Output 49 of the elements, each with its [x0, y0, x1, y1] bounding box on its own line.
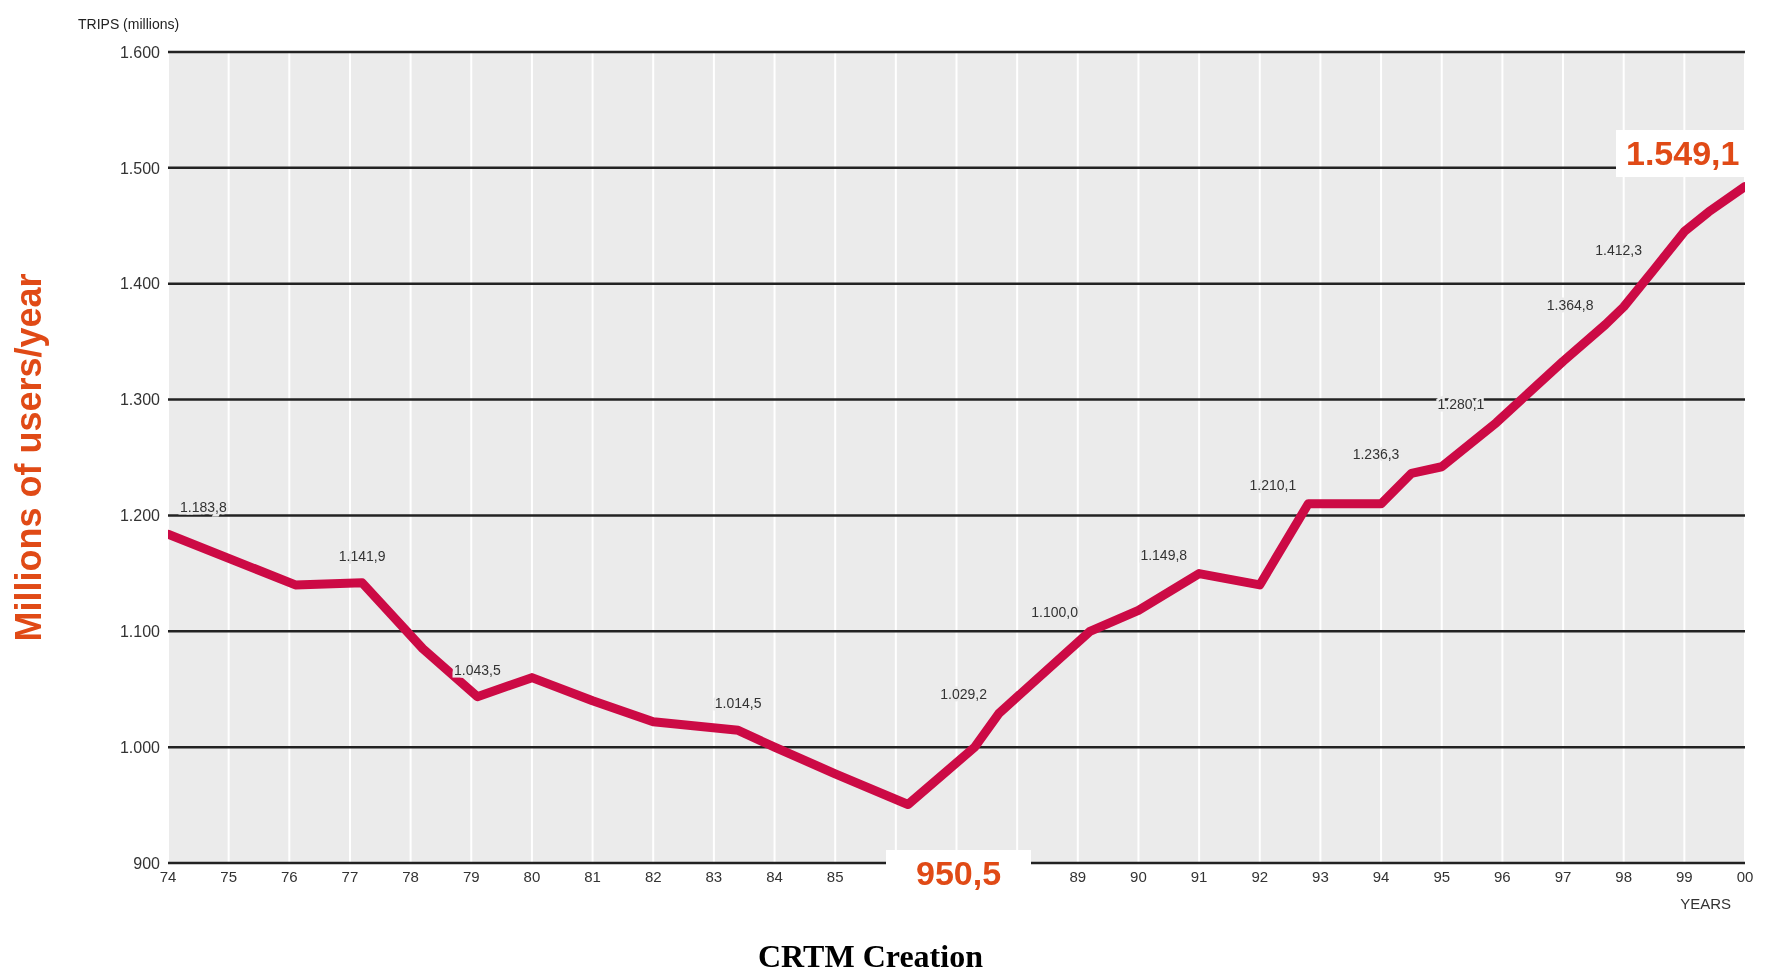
data-label: 1.364,8 — [1546, 297, 1594, 314]
y-tick-label: 900 — [133, 854, 161, 872]
x-tick-label: 92 — [1251, 867, 1269, 885]
x-tick-label: 84 — [766, 867, 783, 885]
data-label: 1.029,2 — [940, 686, 988, 703]
y-axis-title: Millions of users/year — [7, 273, 49, 642]
x-tick-label: 89 — [1069, 867, 1087, 885]
x-tick-label: 00 — [1736, 867, 1754, 885]
y-tick-label: 1.000 — [119, 738, 161, 756]
data-label: 1.236,3 — [1352, 446, 1400, 463]
x-tick-label: 94 — [1372, 867, 1390, 885]
x-tick-label: 79 — [462, 867, 480, 885]
x-tick-label: 80 — [523, 867, 541, 885]
x-tick-label: 93 — [1312, 867, 1329, 885]
x-tick-label: 78 — [402, 867, 419, 885]
y-tick-label: 1.600 — [119, 43, 161, 61]
x-tick-label: 74 — [159, 867, 177, 885]
text: TRIPS (millions) — [78, 16, 180, 32]
y-tick-label: 1.100 — [119, 622, 161, 640]
data-label: 1.183,8 — [180, 499, 227, 516]
data-label: 1.100,0 — [1031, 604, 1079, 621]
x-tick-label: 77 — [341, 867, 359, 885]
y-tick-label: 1.400 — [119, 275, 161, 293]
x-tick-label: 95 — [1433, 867, 1451, 885]
x-tick-label: 75 — [220, 867, 237, 885]
x-tick-label: 97 — [1554, 867, 1572, 885]
x-tick-label: 81 — [584, 867, 601, 885]
text: CRTM Creation — [758, 938, 983, 971]
data-label: 1.149,8 — [1140, 546, 1188, 563]
x-tick-label: 91 — [1190, 867, 1208, 885]
y-tick-label: 1.500 — [119, 159, 161, 177]
y-tick-label: 1.300 — [119, 391, 161, 409]
x-tick-label: 99 — [1676, 867, 1693, 885]
data-label: 1.043,5 — [453, 661, 501, 678]
x-tick-label: 96 — [1494, 867, 1511, 885]
annotation: 1.549,1 — [1616, 130, 1750, 177]
annotation: 950,5 — [886, 850, 1032, 897]
x-axis-title: YEARS — [1680, 895, 1731, 912]
data-label: 1.014,5 — [714, 695, 762, 712]
x-tick-label: 85 — [826, 867, 844, 885]
data-label: 1.412,3 — [1595, 242, 1643, 259]
x-tick-label: 98 — [1615, 867, 1633, 885]
x-tick-label: 90 — [1130, 867, 1147, 885]
data-label: 1.210,1 — [1249, 476, 1297, 493]
x-tick-label: 83 — [705, 867, 723, 885]
x-tick-label: 76 — [280, 867, 298, 885]
y-tick-label: 1.200 — [119, 507, 161, 525]
data-label: 1.141,9 — [338, 547, 386, 564]
x-tick-label: 82 — [644, 867, 662, 885]
